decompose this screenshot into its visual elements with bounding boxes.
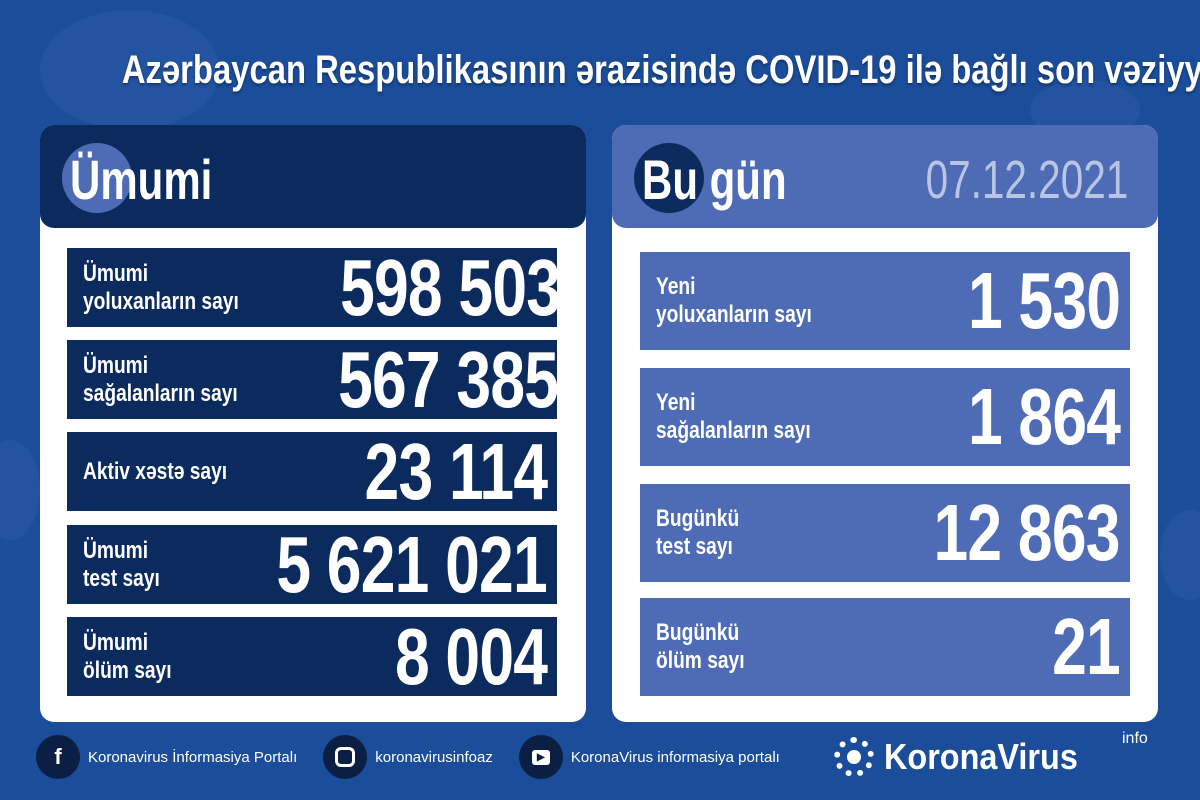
stat-value: 23 114	[364, 426, 548, 516]
stat-label: Ümumi	[83, 351, 149, 379]
youtube-icon: ▶	[518, 735, 563, 779]
stat-row-total-infected: Ümumi yoluxanların sayı 598 503	[67, 243, 561, 332]
brand-name: KoronaVirus	[884, 736, 1078, 777]
stat-label: sağalanların sayı	[656, 417, 811, 444]
stat-label: ölüm sayı	[656, 647, 745, 674]
stat-label: Ümumi	[83, 536, 149, 564]
stat-value: 21	[1052, 602, 1121, 691]
virus-icon	[634, 143, 704, 213]
report-date: 07.12.2021	[925, 150, 1128, 210]
stat-label: yoluxanların sayı	[83, 287, 239, 315]
stat-label: Yeni	[656, 389, 696, 417]
total-panel: Ümumi Ümumi yoluxanların sayı 598 503 Ümu…	[40, 125, 586, 722]
stat-row-total-deaths: Ümumi ölüm sayı 8 004	[67, 612, 557, 701]
footer: f Koronavirus İnformasiya Portalı korona…	[36, 735, 792, 779]
stat-row-new-recovered: Yeni sağalanların sayı 1 864	[640, 368, 1130, 466]
stat-value: 1 530	[967, 256, 1121, 345]
stat-row-new-infected: Yeni yoluxanların sayı 1 530	[640, 252, 1130, 350]
instagram-label: koronavirusinfoaz	[375, 748, 493, 766]
stat-label: test sayı	[83, 564, 160, 592]
stat-value: 5 621 021	[276, 519, 547, 609]
stat-label: Bugünkü	[656, 619, 740, 647]
instagram-link[interactable]: koronavirusinfoaz	[323, 735, 493, 779]
youtube-label: KoronaVirus informasiya portalı	[570, 748, 780, 766]
stat-label: Yeni	[656, 273, 696, 301]
stat-row-today-deaths: Bugünkü ölüm sayı 21	[640, 598, 1130, 696]
stat-row-active: Aktiv xəstə sayı 23 114	[67, 427, 557, 516]
virus-decoration	[0, 440, 40, 540]
stat-row-today-tests: Bugünkü test sayı 12 863	[640, 484, 1130, 582]
stat-value: 567 385	[338, 334, 560, 424]
virus-decoration	[40, 10, 220, 130]
page-title: Azərbaycan Respublikasının ərazisində CO…	[121, 48, 1200, 92]
stat-value: 8 004	[394, 611, 548, 701]
stat-value: 12 863	[933, 488, 1121, 577]
koronavirus-logo: KoronaVirus info	[834, 730, 1148, 778]
stat-label: test sayı	[656, 533, 733, 560]
stat-label: Ümumi	[83, 628, 149, 656]
stat-label: sağalanların sayı	[83, 379, 238, 407]
stat-row-total-tests: Ümumi test sayı 5 621 021	[67, 520, 557, 609]
youtube-link[interactable]: ▶ KoronaVirus informasiya portalı	[518, 735, 780, 779]
stat-label: Bugünkü	[656, 505, 740, 533]
facebook-link[interactable]: f Koronavirus İnformasiya Portalı	[36, 735, 297, 779]
stat-value: 1 864	[967, 372, 1121, 461]
stat-label: yoluxanların sayı	[656, 301, 812, 328]
stat-label: ölüm sayı	[83, 656, 172, 684]
instagram-icon	[323, 735, 368, 779]
total-header: Ümumi	[40, 125, 586, 228]
today-panel: Bu gün 07.12.2021 Yeni yoluxanların sayı …	[612, 125, 1158, 722]
facebook-icon: f	[36, 735, 80, 779]
today-header: Bu gün 07.12.2021	[612, 125, 1158, 228]
brand-sup: info	[1122, 730, 1148, 747]
facebook-label: Koronavirus İnformasiya Portalı	[88, 748, 298, 766]
stat-label: Aktiv xəstə sayı	[83, 457, 228, 485]
stat-row-total-recovered: Ümumi sağalanların sayı 567 385	[67, 335, 559, 424]
virus-decoration	[1160, 510, 1200, 600]
today-heading: Bu gün	[642, 148, 787, 211]
stat-value: 598 503	[339, 242, 561, 332]
sun-virus-icon	[834, 737, 874, 777]
total-heading: Ümumi	[70, 148, 213, 211]
virus-icon	[62, 143, 132, 213]
stat-label: Ümumi	[83, 259, 149, 287]
